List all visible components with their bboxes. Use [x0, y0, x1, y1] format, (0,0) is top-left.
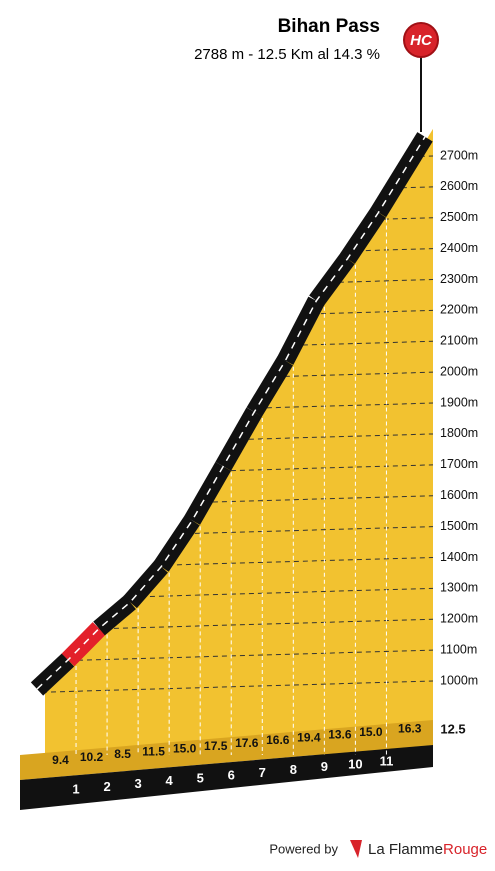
brand-name: La Flamme [368, 841, 443, 858]
y-tick-label: 2200m [440, 303, 478, 317]
footer-brand: La FlammeRouge [368, 841, 487, 858]
x-tick-label: 2 [103, 779, 110, 794]
y-tick-label: 1100m [440, 642, 477, 656]
gradient-label: 15.0 [173, 742, 197, 756]
y-tick-label: 1600m [440, 488, 478, 502]
x-tick-label: 8 [290, 762, 297, 777]
y-tick-label: 1500m [440, 519, 478, 533]
road-segment [30, 653, 75, 696]
y-tick-label: 2500m [440, 210, 478, 224]
y-tick-label: 2000m [440, 364, 478, 378]
gradient-label: 16.6 [266, 733, 290, 747]
y-tick-label: 1200m [440, 612, 478, 626]
x-tick-label: 1 [72, 782, 79, 797]
gradient-label: 17.5 [204, 739, 228, 753]
x-tick-label: 3 [135, 776, 142, 791]
x-tick-label: 10 [348, 756, 362, 771]
gradient-label: 11.5 [142, 744, 165, 758]
gradient-label: 10.2 [80, 750, 104, 764]
brand-icon [350, 840, 362, 858]
category-label: HC [410, 32, 433, 49]
y-tick-label: 2700m [440, 148, 478, 162]
gradient-label: 19.4 [297, 730, 321, 744]
x-tick-label: 6 [228, 768, 235, 783]
grid-line [45, 155, 433, 169]
grid-line [45, 556, 433, 570]
gradient-label: 15.0 [359, 725, 383, 739]
gradient-label: 8.5 [114, 747, 131, 761]
grid-line [45, 618, 433, 632]
x-tick-label: 9 [321, 759, 328, 774]
gradient-strip [20, 720, 433, 780]
brand-accent: Rouge [443, 841, 487, 858]
grid-line [45, 495, 433, 509]
gradient-label: 17.6 [235, 736, 259, 750]
x-tick-label: 4 [166, 773, 174, 788]
y-tick-label: 1900m [440, 395, 478, 409]
y-tick-label: 2100m [440, 334, 478, 348]
y-tick-label: 1400m [440, 550, 478, 564]
base-strip [20, 745, 433, 810]
chart-subtitle: 2788 m - 12.5 Km al 14.3 % [194, 46, 380, 63]
y-tick-label: 2600m [440, 179, 478, 193]
grid-line [45, 680, 433, 694]
grid-line [45, 649, 433, 663]
chart-title: Bihan Pass [278, 16, 380, 37]
y-tick-label: 1300m [440, 581, 478, 595]
y-tick-label: 2400m [440, 241, 478, 255]
grid-line [45, 587, 433, 601]
x-tick-label: 7 [259, 765, 266, 780]
y-tick-label: 2300m [440, 272, 478, 286]
category-badge [403, 22, 439, 58]
grid-line [45, 526, 433, 540]
x-tick-label: 5 [197, 770, 204, 785]
footer-powered: Powered by [269, 841, 338, 856]
x-tick-label: 12.5 [440, 721, 465, 736]
gradient-label: 16.3 [398, 721, 422, 735]
y-tick-label: 1000m [440, 673, 478, 687]
road-center [36, 136, 426, 690]
x-tick-label: 11 [380, 754, 394, 769]
y-tick-label: 1700m [440, 457, 478, 471]
y-tick-label: 1800m [440, 426, 478, 440]
gradient-label: 13.6 [328, 728, 352, 742]
grid-line [45, 186, 433, 200]
gradient-label: 9.4 [52, 753, 69, 767]
